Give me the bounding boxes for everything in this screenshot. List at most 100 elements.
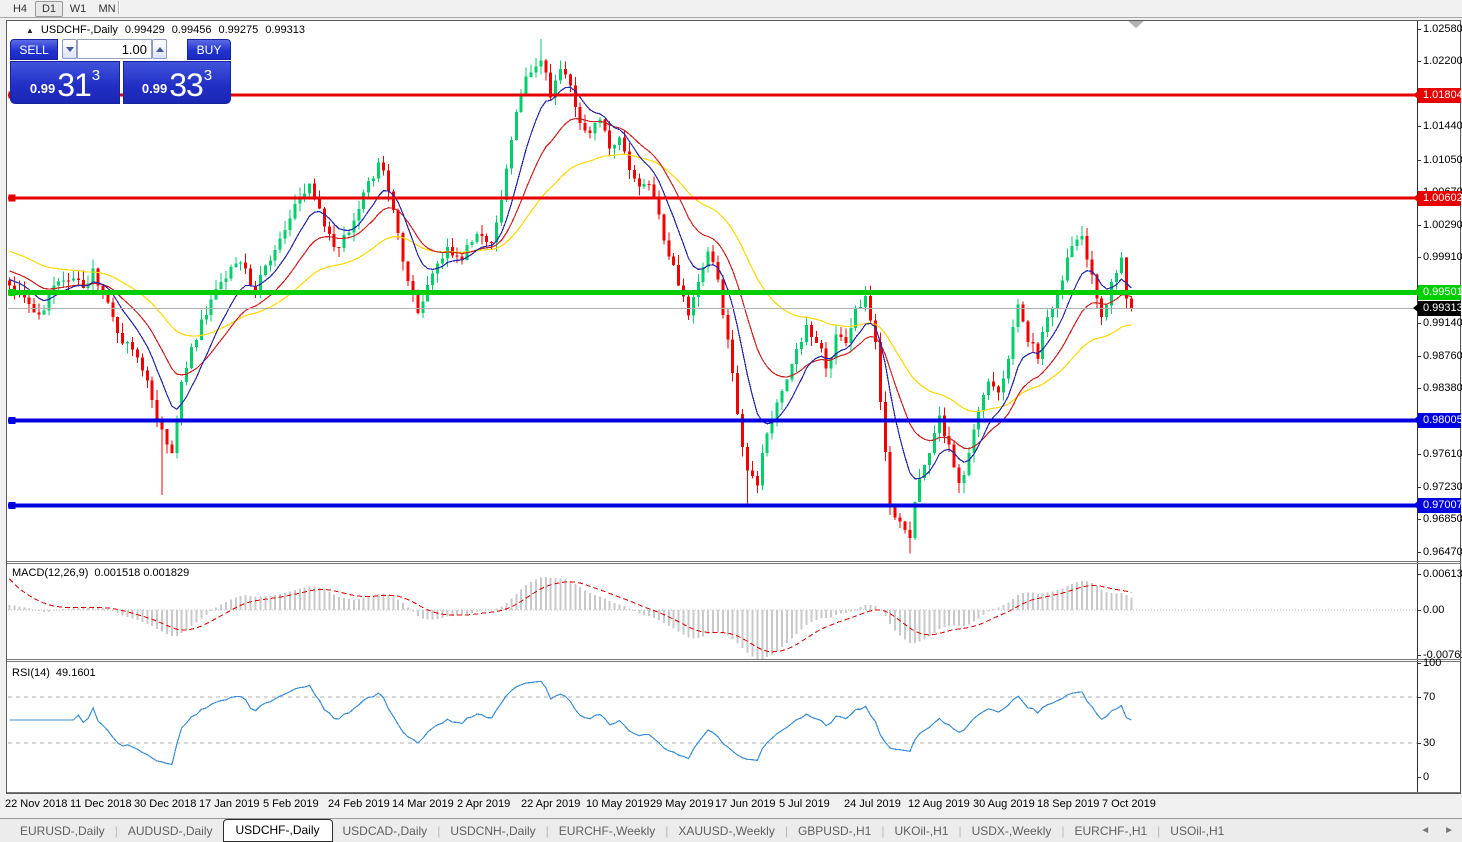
date-label: 22 Nov 2018 <box>5 798 68 810</box>
symbol-header: ▲ USDCHF-,Daily 0.99429 0.99456 0.99275 … <box>26 24 305 36</box>
price-tick-tickmark <box>1417 356 1421 357</box>
price-tick: 0.96850 <box>1423 513 1462 525</box>
tab-separator: | <box>881 824 885 838</box>
rsi-tick: 100 <box>1423 657 1442 669</box>
chart-tab-bar: EURUSD-,Daily | AUDUSD-,Daily USDCHF-,Daily… <box>0 818 1462 842</box>
date-label: 5 Jul 2019 <box>779 798 830 810</box>
timeframe-button-h4[interactable]: H4 <box>12 3 28 15</box>
price-tick-tickmark <box>1417 323 1421 324</box>
sell-price-button[interactable]: 0.99 31 3 <box>10 61 120 104</box>
scroll-to-end-icon <box>1128 21 1144 28</box>
sell-price-big: 31 <box>57 67 92 103</box>
tab-eurchf-h1[interactable]: EURCHF-,H1 <box>1074 824 1148 838</box>
rsi-tick-tickmark <box>1417 777 1421 778</box>
ohlc-close: 0.99313 <box>265 24 305 36</box>
date-label: 10 May 2019 <box>586 798 650 810</box>
spinner-up-icon <box>155 46 164 52</box>
tab-usoil-h1[interactable]: USOil-,H1 <box>1170 824 1225 838</box>
date-label: 14 Mar 2019 <box>392 798 454 810</box>
tab-scroll-right-button[interactable]: ► <box>1444 825 1454 836</box>
buy-price-prefix: 0.99 <box>141 81 168 96</box>
buy-button[interactable]: BUY <box>187 39 231 60</box>
toolbar-separator <box>118 1 120 14</box>
rsi-tick: 30 <box>1423 737 1436 749</box>
timeframe-button-w1[interactable]: W1 <box>69 3 87 15</box>
ohlc-high: 0.99456 <box>171 24 212 36</box>
price-tick: 1.01050 <box>1423 154 1462 166</box>
price-tick: 0.96470 <box>1423 546 1462 558</box>
tab-eurusd-daily[interactable]: EURUSD-,Daily <box>20 824 105 838</box>
tab-scroll-left-button[interactable]: ◄ <box>1420 825 1431 836</box>
price-tick-tickmark <box>1417 257 1421 258</box>
price-tick: 1.01440 <box>1423 120 1462 132</box>
date-label: 30 Dec 2018 <box>134 798 197 810</box>
date-label: 29 May 2019 <box>650 798 714 810</box>
macd-values: 0.001518 0.001829 <box>94 567 190 579</box>
tab-eurchf-weekly[interactable]: EURCHF-,Weekly <box>558 824 656 838</box>
volume-increase-button[interactable] <box>152 39 167 59</box>
spinner-down-icon <box>65 46 74 52</box>
date-label: 24 Jul 2019 <box>844 798 901 810</box>
price-tick-tickmark <box>1417 454 1421 455</box>
price-tag-0-99501: 0.99501 <box>1413 285 1462 300</box>
price-tick-tickmark <box>1417 552 1421 553</box>
price-tick-tickmark <box>1417 487 1421 488</box>
volume-decrease-button[interactable] <box>62 39 77 59</box>
timeframe-button-d1[interactable]: D1 <box>35 1 63 17</box>
price-tick: 0.99910 <box>1423 251 1462 263</box>
date-label: 12 Aug 2019 <box>908 798 970 810</box>
macd-tick: 0.00613 <box>1423 568 1462 580</box>
tab-separator: | <box>665 824 669 838</box>
macd-tick-tickmark <box>1417 610 1421 611</box>
volume-input[interactable] <box>77 39 152 59</box>
tab-gbpusd-h1[interactable]: GBPUSD-,H1 <box>797 824 872 838</box>
price-tick-tickmark <box>1417 126 1421 127</box>
rsi-label: RSI(14) 49.1601 <box>12 667 96 679</box>
price-tick: 0.98760 <box>1423 350 1462 362</box>
date-label: 18 Sep 2019 <box>1037 798 1100 810</box>
chart-window-background <box>6 20 1461 794</box>
rsi-tick: 70 <box>1423 691 1436 703</box>
date-label: 24 Feb 2019 <box>328 798 390 810</box>
rsi-tick: 0 <box>1423 771 1430 783</box>
price-tick-tickmark <box>1417 388 1421 389</box>
tab-usdcad-daily[interactable]: USDCAD-,Daily <box>342 824 428 838</box>
tab-usdchf-daily[interactable]: USDCHF-,Daily <box>222 819 333 842</box>
tab-separator: | <box>437 824 441 838</box>
price-tick: 0.97230 <box>1423 481 1462 493</box>
buy-price-button[interactable]: 0.99 33 3 <box>123 61 231 104</box>
macd-tick-tickmark <box>1417 574 1421 575</box>
collapse-triangle-icon[interactable]: ▲ <box>26 25 34 35</box>
date-label: 22 Apr 2019 <box>521 798 581 810</box>
date-label: 30 Aug 2019 <box>973 798 1035 810</box>
price-tick-tickmark <box>1417 61 1421 62</box>
price-tick: 0.99140 <box>1423 317 1462 329</box>
buy-price-big: 33 <box>169 67 204 103</box>
tab-ukoil-h1[interactable]: UKOil-,H1 <box>894 824 949 838</box>
price-tick: 1.02200 <box>1423 55 1462 67</box>
date-label: 11 Dec 2018 <box>70 798 132 810</box>
tab-separator: | <box>545 824 549 838</box>
macd-tick: 0.00 <box>1423 604 1445 616</box>
symbol-title: USDCHF-,Daily <box>40 24 118 36</box>
sell-button[interactable]: SELL <box>10 39 58 60</box>
macd-label: MACD(12,26,9) 0.001518 0.001829 <box>12 567 189 579</box>
sell-price-superscript: 3 <box>91 67 101 84</box>
rsi-tick-tickmark <box>1417 663 1421 664</box>
tab-audusd-daily[interactable]: AUDUSD-,Daily <box>127 824 213 838</box>
price-tick-tickmark <box>1417 225 1421 226</box>
timeframe-button-mn[interactable]: MN <box>98 3 116 15</box>
ohlc-open: 0.99429 <box>124 24 165 36</box>
tab-separator: | <box>958 824 962 838</box>
tab-usdx-weekly[interactable]: USDX-,Weekly <box>971 824 1052 838</box>
rsi-tick-tickmark <box>1417 743 1421 744</box>
price-tick-tickmark <box>1417 29 1421 30</box>
tab-usdcnh-daily[interactable]: USDCNH-,Daily <box>450 824 536 838</box>
tab-separator: | <box>784 824 788 838</box>
tab-xauusd-weekly[interactable]: XAUUSD-,Weekly <box>678 824 775 838</box>
price-tick: 0.98380 <box>1423 382 1462 394</box>
price-tag-0-97007: 0.97007 <box>1413 498 1462 513</box>
